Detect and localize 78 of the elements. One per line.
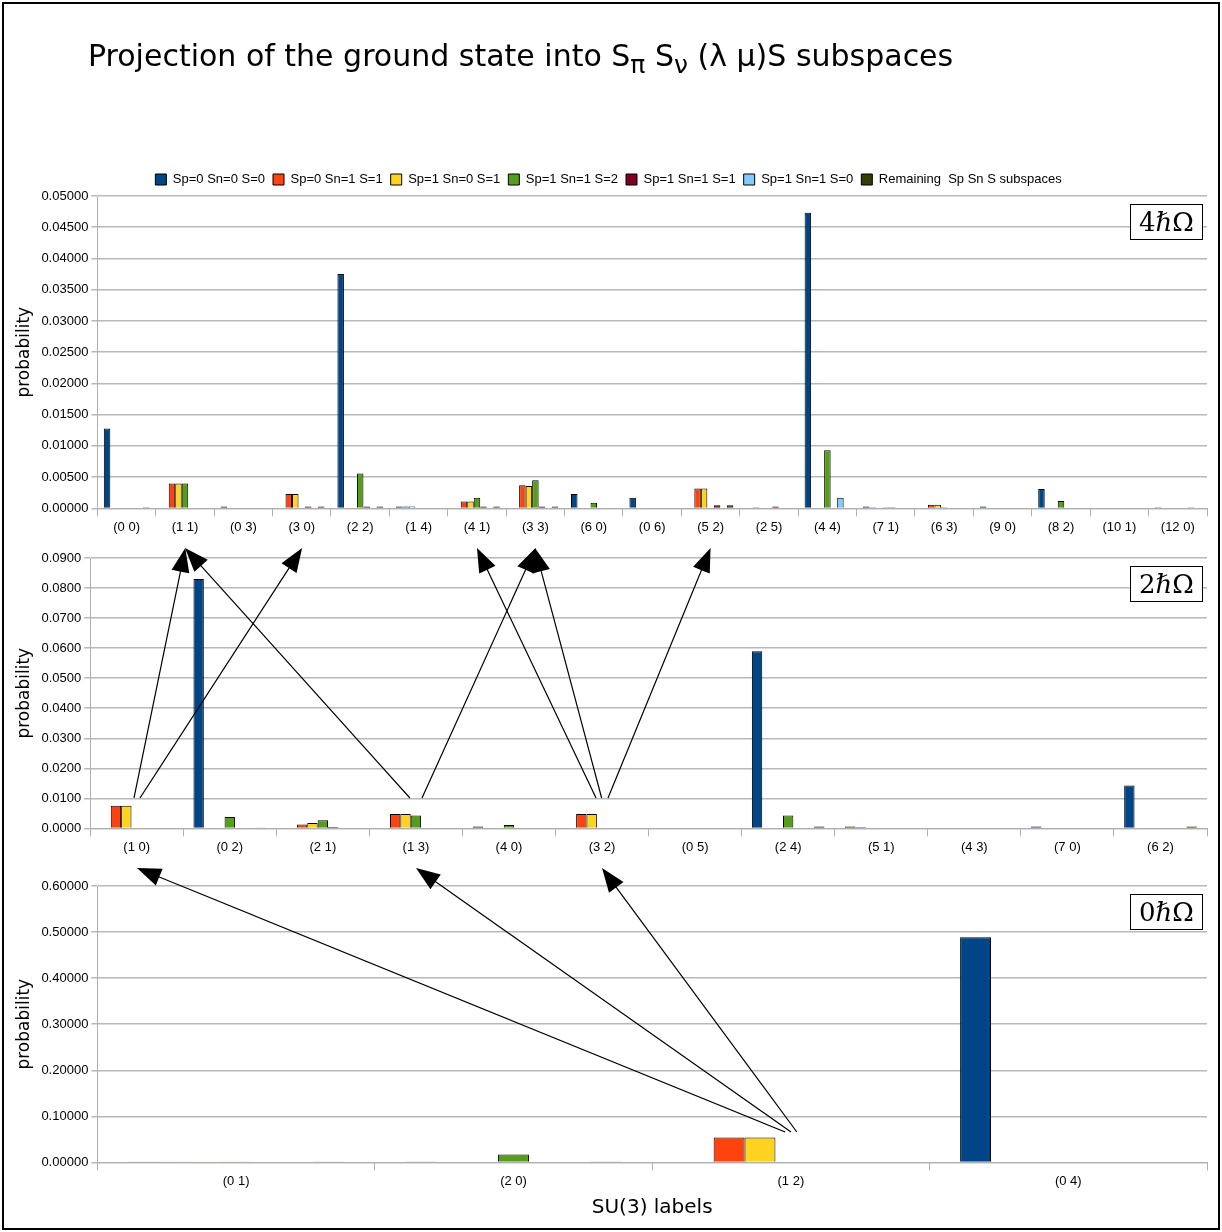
y-tick-label: 0.05000 xyxy=(41,187,89,203)
y-tick-label: 0.02500 xyxy=(41,343,89,359)
annotation: 4ℏΩ xyxy=(1130,204,1203,240)
x-tick-label: (0 1) xyxy=(222,1172,250,1188)
x-tick-label: (5 1) xyxy=(867,838,895,854)
x-tick-label: (1 4) xyxy=(405,518,432,534)
x-tick-label: (0 5) xyxy=(681,838,709,854)
x-tick-label: (10 1) xyxy=(1102,518,1137,534)
y-tick-label: 0.01500 xyxy=(41,406,89,422)
y-tick-label: 0.00000 xyxy=(41,499,89,515)
y-axis-title: probability xyxy=(12,306,33,398)
y-tick-label: 0.60000 xyxy=(41,877,89,893)
x-tick-label: (3 3) xyxy=(522,518,549,534)
y-tick-label: 0.10000 xyxy=(41,1107,89,1123)
x-tick-label: (12 0) xyxy=(1160,518,1195,534)
x-tick-label: (5 2) xyxy=(697,518,724,534)
x-tick-label: (0 0) xyxy=(113,518,140,534)
x-tick-label: (2 5) xyxy=(755,518,783,534)
x-tick-label: (2 1) xyxy=(309,838,337,854)
y-tick-label: 0.0300 xyxy=(41,729,82,745)
y-axis-title: probability xyxy=(12,978,33,1070)
x-tick-label: (2 2) xyxy=(346,518,374,534)
x-tick-label: (0 3) xyxy=(230,518,257,534)
x-tick-label: (8 2) xyxy=(1047,518,1075,534)
x-tick-label: (6 3) xyxy=(930,518,958,534)
x-tick-label: (6 2) xyxy=(1147,838,1174,854)
x-tick-label: (7 1) xyxy=(872,518,900,534)
x-tick-label: (9 0) xyxy=(989,518,1016,534)
y-tick-label: 0.0100 xyxy=(41,789,82,805)
legend-label: Sp=1 Sn=0 S=1 xyxy=(408,171,501,187)
x-tick-label: (0 4) xyxy=(1054,1172,1082,1188)
y-tick-label: 0.30000 xyxy=(41,1015,89,1031)
y-tick-label: 0.02000 xyxy=(41,375,89,391)
x-tick-label: (4 1) xyxy=(463,518,491,534)
x-tick-label: (0 6) xyxy=(638,518,666,534)
y-tick-label: 0.0700 xyxy=(41,609,82,625)
legend-label: Sp=1 Sn=1 S=2 xyxy=(525,171,619,187)
annotation: 0ℏΩ xyxy=(1130,894,1203,930)
y-axis-title: probability xyxy=(12,647,33,739)
x-tick-label: (4 3) xyxy=(960,838,988,854)
x-tick-label: (0 2) xyxy=(216,838,244,854)
y-tick-label: 0.01000 xyxy=(41,437,89,453)
x-tick-label: (1 0) xyxy=(123,838,151,854)
x-tick-label: (4 4) xyxy=(814,518,841,534)
legend-label: Remaining Sp Sn S subspaces xyxy=(878,171,1063,187)
x-tick-label: (2 4) xyxy=(774,838,802,854)
x-tick-label: (3 2) xyxy=(588,838,616,854)
y-tick-label: 0.0500 xyxy=(41,669,82,685)
x-axis-title: SU(3) labels xyxy=(591,1194,713,1219)
annotation: 2ℏΩ xyxy=(1130,566,1203,602)
legend-label: Sp=1 Sn=1 S=0 xyxy=(761,171,854,187)
x-tick-label: (1 3) xyxy=(402,838,430,854)
chart-title: Projection of the ground state into S$_{π}$ S$_{ν}$ (λ μ)S subspaces xyxy=(88,38,954,79)
legend-label: Sp=0 Sn=0 S=0 xyxy=(172,171,266,187)
y-tick-label: 0.0000 xyxy=(41,819,82,835)
y-tick-label: 0.50000 xyxy=(41,923,89,939)
x-tick-label: (6 0) xyxy=(580,518,608,534)
x-tick-label: (3 0) xyxy=(288,518,316,534)
x-tick-label: (1 1) xyxy=(171,518,199,534)
x-tick-label: (1 2) xyxy=(777,1172,805,1188)
y-tick-label: 0.03000 xyxy=(41,312,89,328)
y-tick-label: 0.00500 xyxy=(41,468,89,484)
legend-label: Sp=0 Sn=1 S=1 xyxy=(290,171,383,187)
y-tick-label: 0.0600 xyxy=(41,639,82,655)
x-tick-label: (2 0) xyxy=(500,1172,527,1188)
y-tick-label: 0.20000 xyxy=(41,1061,89,1077)
y-tick-label: 0.04500 xyxy=(41,218,89,234)
y-tick-label: 0.0200 xyxy=(41,759,82,775)
y-tick-label: 0.0800 xyxy=(41,579,82,595)
y-tick-label: 0.00000 xyxy=(41,1153,89,1169)
x-tick-label: (7 0) xyxy=(1054,838,1081,854)
legend-label: Sp=1 Sn=1 S=1 xyxy=(643,171,736,187)
y-tick-label: 0.0900 xyxy=(41,549,82,565)
y-tick-label: 0.03500 xyxy=(41,281,89,297)
y-tick-label: 0.04000 xyxy=(41,250,89,266)
y-tick-label: 0.0400 xyxy=(41,699,82,715)
x-tick-label: (4 0) xyxy=(495,838,523,854)
y-tick-label: 0.40000 xyxy=(41,969,89,985)
